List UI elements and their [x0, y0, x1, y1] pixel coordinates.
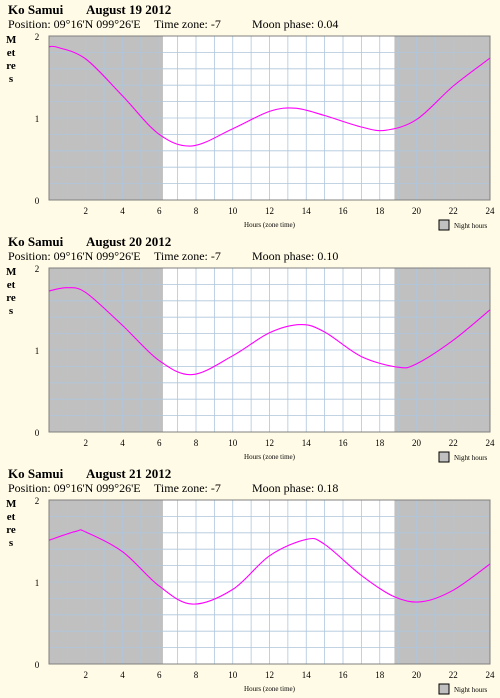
y-tick-label: 2	[35, 264, 40, 274]
x-tick-label: 4	[120, 438, 125, 448]
timezone-label: Time zone: -7	[154, 17, 221, 31]
x-tick-label: 20	[412, 438, 422, 448]
x-tick-label: 6	[157, 206, 162, 216]
position-label: Position: 09°16'N 099°26'E	[8, 249, 141, 263]
date-label: August 19 2012	[86, 2, 172, 17]
place-name: Ko Samui	[8, 234, 64, 249]
moon-phase-label: Moon phase: 0.04	[252, 17, 339, 31]
x-tick-label: 8	[194, 438, 199, 448]
x-axis-label: Hours (zone time)	[244, 685, 296, 693]
x-tick-label: 6	[157, 438, 162, 448]
x-axis-label: Hours (zone time)	[244, 453, 296, 461]
x-tick-label: 2	[84, 206, 89, 216]
tide-curve	[48, 45, 491, 147]
x-tick-label: 22	[449, 670, 458, 680]
legend-swatch	[438, 219, 450, 231]
x-tick-label: 10	[228, 670, 238, 680]
date-label: August 20 2012	[86, 234, 172, 249]
plot-frame	[48, 35, 491, 201]
timezone-label: Time zone: -7	[154, 481, 221, 495]
x-tick-label: 10	[228, 438, 238, 448]
x-tick-label: 24	[486, 670, 496, 680]
legend-label: Night hours	[454, 686, 488, 694]
date-label: August 21 2012	[86, 466, 172, 481]
x-tick-label: 22	[449, 438, 458, 448]
plot-frame	[48, 499, 491, 665]
x-axis-label: Hours (zone time)	[244, 221, 296, 229]
y-tick-label: 0	[35, 660, 40, 670]
x-tick-label: 8	[194, 670, 199, 680]
x-tick-label: 2	[84, 670, 89, 680]
panel-info: Position: 09°16'N 099°26'E Time zone: -7 M…	[8, 249, 338, 264]
position-label: Position: 09°16'N 099°26'E	[8, 481, 141, 495]
place-name: Ko Samui	[8, 466, 64, 481]
legend-swatch	[438, 683, 450, 695]
x-tick-label: 22	[449, 206, 458, 216]
y-tick-label: 0	[35, 428, 40, 438]
legend-label: Night hours	[454, 454, 488, 462]
legend-label: Night hours	[454, 222, 488, 230]
plot-frame	[48, 267, 491, 433]
y-axis-label: Metres	[6, 34, 17, 85]
panel-title: Ko Samui August 20 2012	[8, 234, 171, 250]
moon-phase-label: Moon phase: 0.18	[252, 481, 339, 495]
x-tick-label: 10	[228, 206, 238, 216]
position-label: Position: 09°16'N 099°26'E	[8, 17, 141, 31]
panel-info: Position: 09°16'N 099°26'E Time zone: -7 M…	[8, 17, 338, 32]
x-tick-label: 16	[339, 438, 349, 448]
timezone-label: Time zone: -7	[154, 249, 221, 263]
tide-panel-3: Ko Samui August 21 2012 Position: 09°16'N…	[0, 464, 500, 696]
x-tick-label: 18	[375, 206, 385, 216]
y-tick-label: 1	[35, 114, 40, 124]
y-tick-label: 2	[35, 496, 40, 506]
tide-curve	[48, 529, 491, 605]
x-tick-label: 16	[339, 206, 349, 216]
y-tick-label: 0	[35, 196, 40, 206]
panel-title: Ko Samui August 19 2012	[8, 2, 171, 18]
x-tick-label: 14	[302, 438, 312, 448]
x-tick-label: 8	[194, 206, 199, 216]
x-tick-label: 4	[120, 206, 125, 216]
x-tick-label: 18	[375, 670, 385, 680]
tide-curve	[48, 287, 491, 376]
x-tick-label: 24	[486, 206, 496, 216]
y-tick-label: 2	[35, 32, 40, 42]
tide-panel-1: Ko Samui August 19 2012 Position: 09°16'N…	[0, 0, 500, 232]
place-name: Ko Samui	[8, 2, 64, 17]
x-tick-label: 12	[265, 206, 274, 216]
x-tick-label: 14	[302, 670, 312, 680]
x-tick-label: 16	[339, 670, 349, 680]
x-tick-label: 20	[412, 670, 422, 680]
x-tick-label: 12	[265, 438, 274, 448]
x-tick-label: 18	[375, 438, 385, 448]
x-tick-label: 6	[157, 670, 162, 680]
y-axis-label: Metres	[6, 498, 17, 549]
x-tick-label: 12	[265, 670, 274, 680]
panel-info: Position: 09°16'N 099°26'E Time zone: -7 M…	[8, 481, 338, 496]
y-tick-label: 1	[35, 578, 40, 588]
panel-title: Ko Samui August 21 2012	[8, 466, 171, 482]
y-axis-label: Metres	[6, 266, 17, 317]
moon-phase-label: Moon phase: 0.10	[252, 249, 339, 263]
x-tick-label: 2	[84, 438, 89, 448]
y-tick-label: 1	[35, 346, 40, 356]
x-tick-label: 24	[486, 438, 496, 448]
legend-swatch	[438, 451, 450, 463]
x-tick-label: 14	[302, 206, 312, 216]
x-tick-label: 4	[120, 670, 125, 680]
x-tick-label: 20	[412, 206, 422, 216]
tide-panel-2: Ko Samui August 20 2012 Position: 09°16'N…	[0, 232, 500, 464]
